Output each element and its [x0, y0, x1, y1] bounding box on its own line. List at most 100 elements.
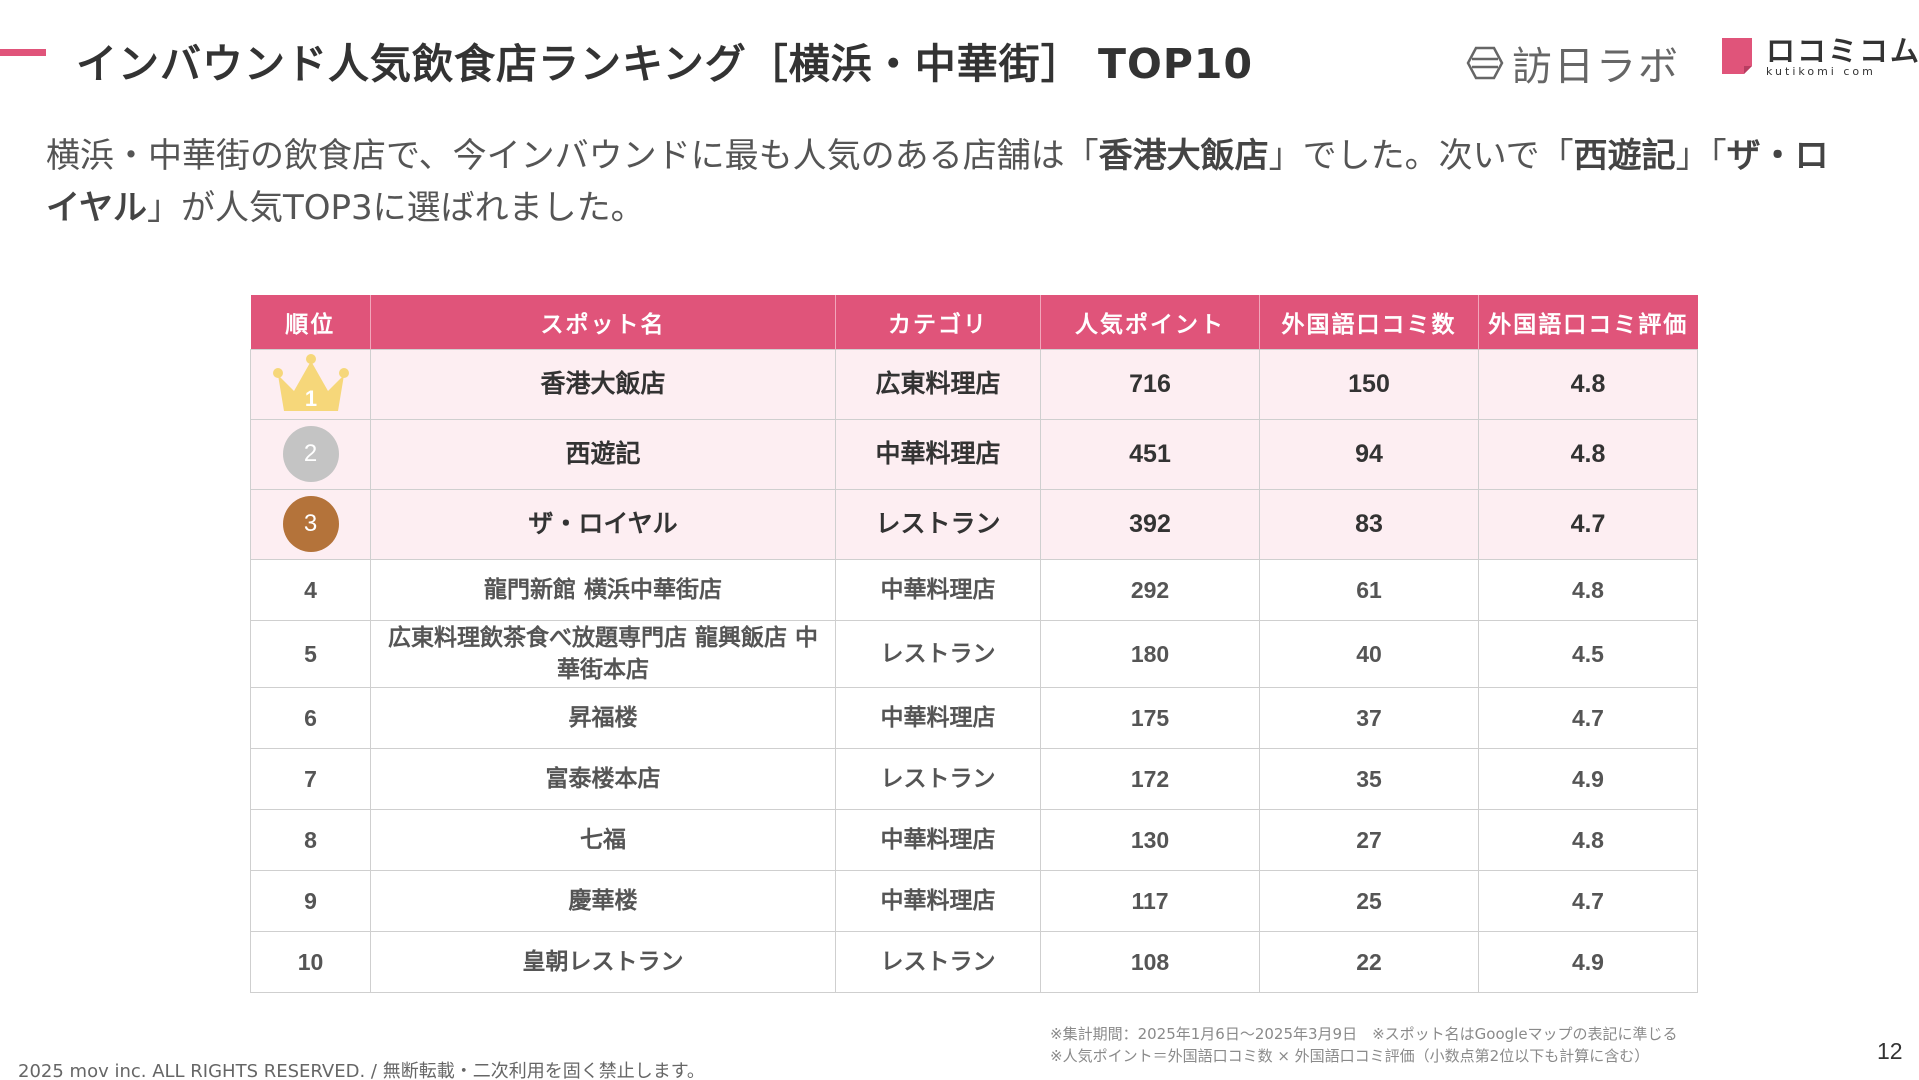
lead-text-part: 横浜・中華街の飲食店で、今インバウンドに最も人気のある店舗は「 — [46, 136, 1099, 176]
table-row: 2 西遊記 中華料理店 451 94 4.8 — [250, 418, 1698, 490]
category: 広東料理店 — [835, 348, 1041, 420]
spot-name: 昇福楼 — [370, 686, 836, 749]
header-category: カテゴリ — [835, 295, 1041, 349]
rank-number: 1 — [304, 386, 316, 411]
table-row: 1 香港大飯店 広東料理店 716 150 4.8 — [250, 348, 1698, 420]
points: 716 — [1040, 348, 1260, 420]
page-number: 12 — [1877, 1038, 1903, 1064]
table-row: 4 龍門新館 横浜中華街店 中華料理店 292 61 4.8 — [250, 558, 1698, 621]
houjin-labo-logo: 訪日ラボ — [1466, 34, 1680, 92]
rank-cell: 3 — [250, 488, 371, 560]
points: 175 — [1040, 686, 1260, 749]
review-rating: 4.8 — [1478, 348, 1698, 420]
category: 中華料理店 — [835, 686, 1041, 749]
page-title: インバウンド人気飲食店ランキング［横浜・中華街］ TOP10 — [76, 40, 1253, 88]
spot-name: 香港大飯店 — [370, 348, 836, 420]
category: レストラン — [835, 619, 1041, 688]
spot-name: 西遊記 — [370, 418, 836, 490]
header-spot-name: スポット名 — [370, 295, 836, 349]
points: 108 — [1040, 930, 1260, 993]
rank-cell: 1 — [250, 348, 371, 420]
note-period: ※集計期間：2025年1月6日〜2025年3月9日 ※スポット名はGoogleマ… — [1050, 1025, 1678, 1043]
review-rating: 4.8 — [1478, 558, 1698, 621]
spot-name: 富泰楼本店 — [370, 747, 836, 810]
review-count: 61 — [1259, 558, 1479, 621]
rank-cell: 7 — [250, 747, 371, 810]
category: 中華料理店 — [835, 558, 1041, 621]
kutikomi-logo: ロコミコム kutikomi com — [1718, 36, 1919, 78]
lead-text-part: 」が人気TOP3に選ばれました。 — [146, 188, 645, 228]
review-count: 37 — [1259, 686, 1479, 749]
category: 中華料理店 — [835, 869, 1041, 932]
spot-name: 広東料理飲茶食べ放題専門店 龍興飯店 中華街本店 — [370, 619, 836, 688]
rank-cell: 8 — [250, 808, 371, 871]
review-count: 25 — [1259, 869, 1479, 932]
lead-text-part: 」でした。次いで「 — [1268, 136, 1574, 176]
table-row: 5 広東料理飲茶食べ放題専門店 龍興飯店 中華街本店 レストラン 180 40 … — [250, 619, 1698, 688]
lead-highlight-3: ザ・ロイヤル — [46, 136, 1829, 228]
review-count: 94 — [1259, 418, 1479, 490]
header-points: 人気ポイント — [1040, 295, 1260, 349]
review-rating: 4.5 — [1478, 619, 1698, 688]
ranking-table: 順位 スポット名 カテゴリ 人気ポイント 外国語口コミ数 外国語口コミ評価 1 … — [250, 295, 1698, 993]
points: 117 — [1040, 869, 1260, 932]
note-formula: ※人気ポイント＝外国語口コミ数 × 外国語口コミ評価（小数点第2位以下も計算に含… — [1050, 1047, 1650, 1065]
spot-name: 龍門新館 横浜中華街店 — [370, 558, 836, 621]
category: 中華料理店 — [835, 418, 1041, 490]
review-rating: 4.7 — [1478, 869, 1698, 932]
review-count: 83 — [1259, 488, 1479, 560]
rank-cell: 10 — [250, 930, 371, 993]
gold-crown-icon: 1 — [272, 354, 349, 411]
category: レストラン — [835, 930, 1041, 993]
review-count: 35 — [1259, 747, 1479, 810]
points: 180 — [1040, 619, 1260, 688]
review-count: 27 — [1259, 808, 1479, 871]
labo-logo-icon — [1466, 46, 1504, 80]
rank-cell: 9 — [250, 869, 371, 932]
labo-logo-text: 訪日ラボ — [1512, 44, 1680, 90]
header-review-count: 外国語口コミ数 — [1259, 295, 1479, 349]
header-review-rating: 外国語口コミ評価 — [1478, 295, 1698, 349]
header-rank: 順位 — [250, 295, 371, 349]
rank-cell: 2 — [250, 418, 371, 490]
silver-medal-icon: 2 — [282, 426, 339, 482]
lead-highlight-1: 香港大飯店 — [1098, 136, 1269, 176]
kutikomi-logo-subtext: kutikomi com — [1766, 65, 1876, 78]
lead-text: 横浜・中華街の飲食店で、今インバウンドに最も人気のある店舗は「香港大飯店」でした… — [46, 130, 1846, 234]
review-count: 150 — [1259, 348, 1479, 420]
table-row: 9 慶華楼 中華料理店 117 25 4.7 — [250, 869, 1698, 932]
title-accent-bar — [0, 49, 46, 56]
points: 172 — [1040, 747, 1260, 810]
kutikomi-logo-text: ロコミコム — [1766, 34, 1919, 68]
category: レストラン — [835, 488, 1041, 560]
review-count: 40 — [1259, 619, 1479, 688]
copyright-footer: 2025 mov inc. ALL RIGHTS RESERVED. / 無断転… — [18, 1061, 705, 1080]
review-rating: 4.7 — [1478, 686, 1698, 749]
review-rating: 4.7 — [1478, 488, 1698, 560]
points: 292 — [1040, 558, 1260, 621]
lead-highlight-2: 西遊記 — [1573, 136, 1676, 176]
table-row: 10 皇朝レストラン レストラン 108 22 4.9 — [250, 930, 1698, 993]
spot-name: 慶華楼 — [370, 869, 836, 932]
points: 451 — [1040, 418, 1260, 490]
points: 392 — [1040, 488, 1260, 560]
kutikomi-logo-icon — [1722, 38, 1752, 74]
spot-name: 七福 — [370, 808, 836, 871]
rank-cell: 4 — [250, 558, 371, 621]
review-rating: 4.8 — [1478, 808, 1698, 871]
category: レストラン — [835, 747, 1041, 810]
rank-cell: 6 — [250, 686, 371, 749]
category: 中華料理店 — [835, 808, 1041, 871]
spot-name: ザ・ロイヤル — [370, 488, 836, 560]
review-rating: 4.9 — [1478, 747, 1698, 810]
spot-name: 皇朝レストラン — [370, 930, 836, 993]
table-header-row: 順位 スポット名 カテゴリ 人気ポイント 外国語口コミ数 外国語口コミ評価 — [250, 295, 1698, 349]
table-row: 3 ザ・ロイヤル レストラン 392 83 4.7 — [250, 488, 1698, 560]
table-row: 8 七福 中華料理店 130 27 4.8 — [250, 808, 1698, 871]
review-count: 22 — [1259, 930, 1479, 993]
points: 130 — [1040, 808, 1260, 871]
review-rating: 4.8 — [1478, 418, 1698, 490]
table-row: 6 昇福楼 中華料理店 175 37 4.7 — [250, 686, 1698, 749]
rank-cell: 5 — [250, 619, 371, 688]
lead-text-part: 」「 — [1675, 136, 1727, 176]
